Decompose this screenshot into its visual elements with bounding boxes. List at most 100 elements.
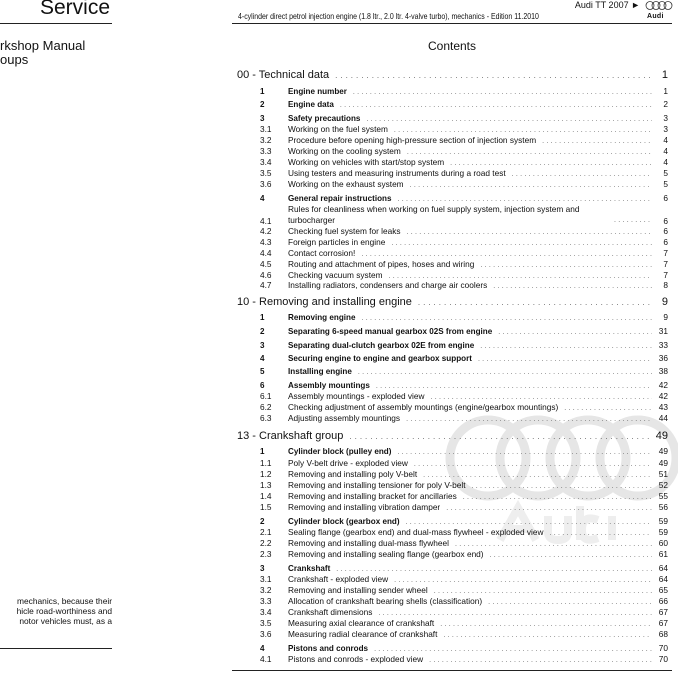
toc-entry-page: 31: [658, 326, 668, 336]
toc-entry[interactable]: 2.2 Removing and installing dual-mass fly…: [237, 538, 668, 550]
toc-entry-title: Allocation of crankshaft bearing shells …: [288, 596, 483, 606]
paragraph-line: notor vehicles must, as a: [19, 616, 112, 626]
toc-entry[interactable]: 6.2 Checking adjustment of assembly mount…: [237, 402, 668, 414]
toc-entry[interactable]: 4 Pistons and conrods....................…: [237, 643, 668, 655]
toc-entry-number: 1.4: [260, 491, 272, 501]
toc-entry-number: 2.3: [260, 549, 272, 559]
toc-entry[interactable]: 1 Cylinder block (pulley end)............…: [237, 446, 668, 458]
toc-entry[interactable]: 4.5 Routing and attachment of pipes, hose…: [237, 259, 668, 271]
toc-entry-page: 70: [658, 643, 668, 653]
toc-entry-number: 6: [260, 381, 265, 390]
toc-entry-number: 3.3: [260, 596, 272, 606]
toc-entry[interactable]: 2 Separating 6-speed manual gearbox 02S f…: [237, 326, 668, 338]
toc-entry-number: 1.3: [260, 480, 272, 490]
toc-entry[interactable]: 3.1 Crankshaft - exploded view...........…: [237, 574, 668, 586]
toc-entry[interactable]: 3.2 Removing and installing sender wheel.…: [237, 585, 668, 597]
toc-entry[interactable]: 2 Engine data............................…: [237, 99, 668, 111]
toc-entry[interactable]: 3.6 Measuring radial clearance of cranksh…: [237, 629, 668, 641]
toc-entry[interactable]: 1 Removing engine........................…: [237, 312, 668, 324]
toc-entry[interactable]: 1.2 Removing and installing poly V-belt..…: [237, 469, 668, 481]
toc-entry[interactable]: 1 Engine number..........................…: [237, 86, 668, 98]
toc-entry-number: 1: [260, 87, 265, 96]
toc-entry[interactable]: 6.3 Adjusting assembly mountings.........…: [237, 413, 668, 425]
toc-entry[interactable]: 3.1 Working on the fuel system...........…: [237, 124, 668, 136]
toc-entry[interactable]: 4.2 Checking fuel system for leaks.......…: [237, 226, 668, 238]
toc-entry-page: 33: [658, 340, 668, 350]
toc-entry[interactable]: 3.6 Working on the exhaust system........…: [237, 179, 668, 191]
toc-entry-title: Removing and installing bracket for anci…: [288, 491, 457, 501]
toc-entry[interactable]: 4.4 Contact corrosion!...................…: [237, 248, 668, 260]
toc-entry[interactable]: 3.5 Using testers and measuring instrumen…: [237, 168, 668, 180]
toc-entry[interactable]: 1.4 Removing and installing bracket for a…: [237, 491, 668, 503]
toc-entry[interactable]: 2.3 Removing and installing sealing flang…: [237, 549, 668, 561]
toc-entry-number: 3.5: [260, 618, 272, 628]
toc-entry-page: 43: [658, 402, 668, 412]
toc-entry[interactable]: 4.1 Pistons and conrods - exploded view..…: [237, 654, 668, 666]
toc-entry-title: Removing and installing sender wheel: [288, 585, 428, 595]
toc-entry-title: Measuring axial clearance of crankshaft: [288, 618, 435, 628]
toc-section[interactable]: 00 - Technical data.....................…: [237, 69, 668, 82]
toc-entry[interactable]: 4.6 Checking vacuum system...............…: [237, 270, 668, 282]
toc-entry-number: 2: [260, 100, 265, 109]
toc-entry[interactable]: 3 Separating dual-clutch gearbox 02E from…: [237, 340, 668, 352]
dot-leader: ........................................…: [480, 343, 652, 350]
toc-section[interactable]: 10 - Removing and installing engine.....…: [237, 296, 668, 309]
manual-title-line: rkshop Manual: [0, 38, 86, 53]
toc-entry-title: Checking fuel system for leaks: [288, 226, 401, 236]
toc-entry[interactable]: 4 General repair instructions............…: [237, 193, 668, 205]
toc-entry-page: 9: [661, 296, 668, 308]
toc-entry[interactable]: 4.3 Foreign particles in engine..........…: [237, 237, 668, 249]
header-subtitle: 4-cylinder direct petrol injection engin…: [238, 11, 539, 21]
dot-leader: ........................................…: [450, 160, 652, 167]
toc-entry-page: 6: [663, 216, 668, 226]
toc-entry[interactable]: 3.3 Working on the cooling system........…: [237, 146, 668, 158]
dot-leader: ........................................…: [489, 552, 652, 559]
toc-entry[interactable]: 4 Securing engine to engine and gearbox s…: [237, 353, 668, 365]
toc-entry[interactable]: 1.3 Removing and installing tensioner for…: [237, 480, 668, 492]
toc-entry[interactable]: 5 Installing engine......................…: [237, 366, 668, 378]
toc-entry-title: Installing engine: [288, 367, 352, 376]
toc-entry-title: Working on the exhaust system: [288, 179, 404, 189]
toc-entry-page: 56: [658, 502, 668, 512]
toc-entry-title: 10 - Removing and installing engine: [237, 296, 412, 308]
toc-entry-number: 1.2: [260, 469, 272, 479]
toc-entry[interactable]: 1.1 Poly V-belt drive - exploded view....…: [237, 458, 668, 470]
toc-entry[interactable]: 4.7 Installing radiators, condensers and …: [237, 280, 668, 292]
toc-entry-title: Separating 6-speed manual gearbox 02S fr…: [288, 327, 493, 336]
toc-entry-number: 3: [260, 564, 265, 573]
dot-leader: ........................................…: [361, 251, 652, 258]
toc-entry[interactable]: 4.1 Rules for cleanliness when working on…: [237, 204, 668, 226]
toc-section[interactable]: 13 - Crankshaft group...................…: [237, 430, 668, 443]
toc-entry[interactable]: 3.4 Working on vehicles with start/stop s…: [237, 157, 668, 169]
toc-entry[interactable]: 3.3 Allocation of crankshaft bearing shel…: [237, 596, 668, 608]
toc-entry-page: 7: [663, 259, 668, 269]
toc-entry-page: 4: [663, 135, 668, 145]
toc-entry[interactable]: 3.4 Crankshaft dimensions................…: [237, 607, 668, 619]
toc-entry-number: 4: [260, 194, 265, 203]
toc-entry[interactable]: 3.5 Measuring axial clearance of cranksha…: [237, 618, 668, 630]
toc-entry-page: 3: [663, 113, 668, 123]
toc-entry-page: 5: [663, 168, 668, 178]
toc-entry[interactable]: 2 Cylinder block (gearbox end)...........…: [237, 516, 668, 528]
dot-leader: ........................................…: [440, 621, 652, 628]
toc-entry-title: Rules for cleanliness when working on fu…: [288, 204, 580, 225]
toc-entry[interactable]: 1.5 Removing and installing vibration dam…: [237, 502, 668, 514]
toc-entry[interactable]: 2.1 Sealing flange (gearbox end) and dual…: [237, 527, 668, 539]
toc-entry[interactable]: 3.2 Procedure before opening high-pressur…: [237, 135, 668, 147]
toc-entry[interactable]: 3 Safety precautions.....................…: [237, 113, 668, 125]
toc-entry-title: Engine number: [288, 87, 347, 96]
toc-entry-title: Cylinder block (gearbox end): [288, 517, 400, 526]
dot-leader: ........................................…: [480, 262, 652, 269]
toc-entry[interactable]: 3 Crankshaft.............................…: [237, 563, 668, 575]
toc-entry[interactable]: 6.1 Assembly mountings - exploded view...…: [237, 391, 668, 403]
dot-leader: ........................................…: [406, 416, 652, 423]
toc-entry-title: Safety precautions: [288, 114, 361, 123]
audi-rings-icon: [645, 1, 673, 10]
toc-entry[interactable]: 6 Assembly mountings.....................…: [237, 380, 668, 392]
toc-entry-number: 3: [260, 341, 265, 350]
dot-leader: ........................................…: [394, 577, 652, 584]
dot-leader: ........................................…: [471, 483, 652, 490]
audi-watermark-lettering: [496, 499, 616, 545]
toc-entry-number: 2.1: [260, 527, 272, 537]
toc-entry-title: Pistons and conrods - exploded view: [288, 654, 424, 664]
